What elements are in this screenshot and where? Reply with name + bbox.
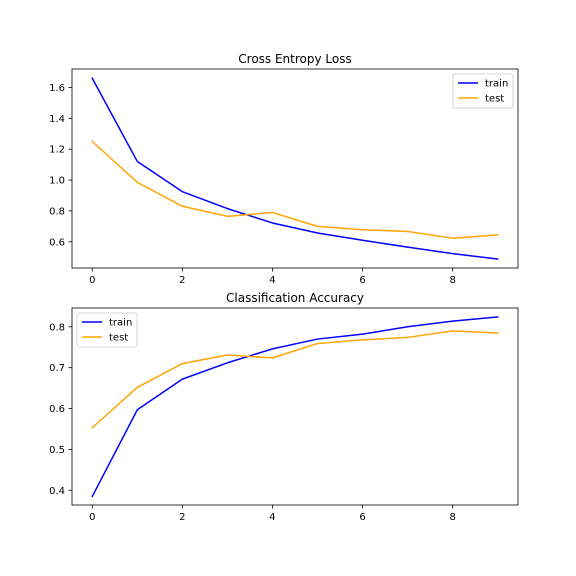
x-tick-label: 4 xyxy=(269,275,275,286)
x-tick-label: 8 xyxy=(449,512,455,523)
y-tick-label: 1.2 xyxy=(49,145,65,156)
legend-label-train: train xyxy=(109,318,132,329)
y-tick-label: 1.4 xyxy=(49,114,65,125)
y-tick-label: 1.6 xyxy=(49,83,65,94)
series-line-test xyxy=(91,330,499,429)
y-tick-label: 0.8 xyxy=(49,206,65,217)
series-line-train xyxy=(91,77,499,260)
series-line-train xyxy=(91,316,499,498)
legend-label-test: test xyxy=(109,333,128,344)
y-tick-label: 0.6 xyxy=(49,237,65,248)
series-line-test xyxy=(91,140,499,239)
chart-2: Classification Accuracy 0 2 4 6 8 0.4 0.5 0.6 0.7… xyxy=(49,291,519,523)
x-tick-label: 0 xyxy=(89,275,95,286)
legend: train test xyxy=(76,312,138,348)
x-tick-label: 2 xyxy=(179,512,185,523)
x-tick-label: 8 xyxy=(449,275,455,286)
y-tick-label: 0.7 xyxy=(49,363,65,374)
x-tick-label: 6 xyxy=(359,275,365,286)
chart-1: Cross Entropy Loss 0 2 4 6 8 0.6 0.8 1.0 1.2 1.4 1.… xyxy=(49,52,519,286)
y-tick-label: 0.4 xyxy=(49,486,65,497)
x-tick-label: 0 xyxy=(89,512,95,523)
x-tick-label: 6 xyxy=(359,512,365,523)
y-tick-label: 0.8 xyxy=(49,322,65,333)
axes-frame xyxy=(71,307,519,506)
x-tick-label: 2 xyxy=(179,275,185,286)
legend: train test xyxy=(452,73,514,109)
y-tick-label: 0.5 xyxy=(49,445,65,456)
axes-frame xyxy=(71,68,519,269)
y-tick-label: 0.6 xyxy=(49,404,65,415)
legend-label-test: test xyxy=(485,94,504,105)
x-tick-label: 4 xyxy=(269,512,275,523)
y-tick-label: 1.0 xyxy=(49,176,65,187)
chart-title: Classification Accuracy xyxy=(226,291,364,305)
chart-title: Cross Entropy Loss xyxy=(238,52,351,66)
legend-label-train: train xyxy=(485,79,508,90)
